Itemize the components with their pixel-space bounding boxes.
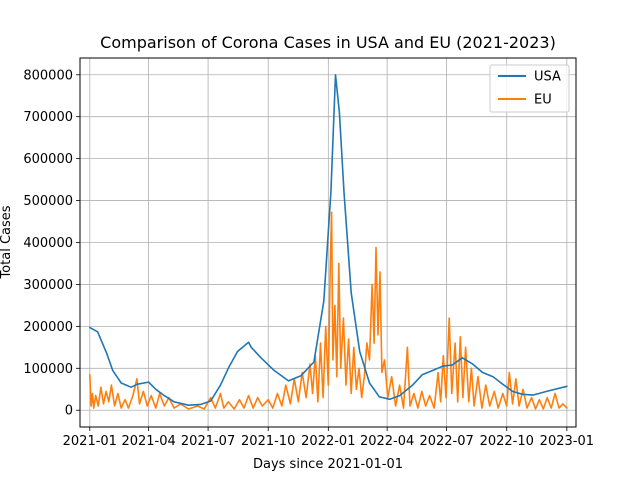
x-tick-label: 2021-07: [181, 434, 235, 449]
x-tick-label: 2021-04: [121, 434, 175, 449]
x-tick-label: 2022-10: [480, 434, 534, 449]
y-ticks: 0 100000 200000 300000 400000 500000 600000 700…: [23, 68, 80, 419]
x-axis-label: Days since 2021-01-01: [253, 457, 403, 472]
x-tick-label: 2021-10: [241, 434, 295, 449]
y-tick-label: 200000: [23, 320, 73, 335]
plot-area: [79, 57, 577, 428]
legend-label-eu: EU: [534, 93, 552, 108]
y-tick-label: 100000: [23, 362, 73, 377]
y-tick-label: 500000: [23, 194, 73, 209]
x-tick-label: 2022-04: [360, 434, 414, 449]
series-line-usa: [89, 74, 568, 407]
x-tick-label: 2021-01: [63, 434, 117, 449]
x-tick-label: 2022-07: [419, 434, 473, 449]
y-tick-label: 0: [65, 404, 73, 419]
y-tick-label: 300000: [23, 278, 73, 293]
series-line-eu: [89, 211, 568, 410]
y-tick-label: 700000: [23, 110, 73, 125]
y-tick-label: 600000: [23, 152, 73, 167]
legend-label-usa: USA: [534, 70, 561, 85]
y-tick-label: 400000: [23, 236, 73, 251]
series-layer: [89, 74, 568, 410]
y-tick-label: 800000: [23, 68, 73, 83]
chart-title: Comparison of Corona Cases in USA and EU…: [100, 33, 556, 52]
y-axis-label: Total Cases: [0, 205, 14, 279]
x-tick-label: 2023-01: [540, 434, 594, 449]
legend: USA EU: [489, 64, 570, 113]
x-tick-label: 2022-01: [301, 434, 355, 449]
x-ticks: 2021-01 2021-04 2021-07 2021-10 2022-01 2022-…: [63, 427, 594, 449]
